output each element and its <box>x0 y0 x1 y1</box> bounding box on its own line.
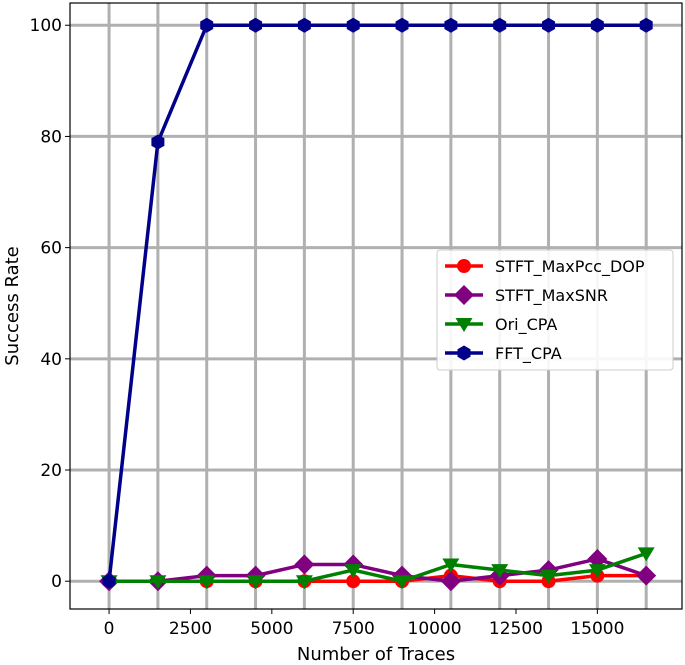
y-tick-label: 80 <box>40 127 62 147</box>
data-point <box>393 575 411 590</box>
x-tick-label: 0 <box>104 619 115 639</box>
data-point <box>588 564 606 579</box>
legend-marker <box>455 318 473 332</box>
data-point <box>395 17 409 33</box>
legend-box <box>436 249 674 371</box>
legend-marker <box>454 285 474 305</box>
data-point <box>294 554 315 575</box>
legend-marker <box>457 259 471 273</box>
y-tick-label: 20 <box>40 461 62 481</box>
y-tick-label: 60 <box>40 239 62 259</box>
legend-label: STFT_MaxSNR <box>495 286 608 306</box>
legend: STFT_MaxPcc_DOP STFT_MaxSNR Ori_CPA FFT_CPA <box>436 249 674 371</box>
y-axis-label: Success Rate <box>2 246 23 365</box>
data-point <box>198 575 216 590</box>
axis-ticks: 0 2500 5000 7500 10000 12500 15000 0 20 40 60 80 100 <box>30 16 625 639</box>
data-point <box>200 17 214 33</box>
data-point <box>542 17 556 33</box>
legend-item: STFT_MaxPcc_DOP <box>445 257 645 277</box>
y-tick-label: 100 <box>30 16 62 36</box>
data-point <box>590 17 604 33</box>
legend-item: STFT_MaxSNR <box>445 285 608 306</box>
data-point <box>639 17 653 33</box>
data-point <box>346 574 361 589</box>
legend-item: Ori_CPA <box>445 315 557 335</box>
x-tick-label: 10000 <box>408 619 462 639</box>
legend-label: Ori_CPA <box>495 315 557 335</box>
data-point <box>493 17 507 33</box>
x-tick-label: 7500 <box>332 619 375 639</box>
data-point <box>247 575 265 590</box>
data-point <box>587 548 608 569</box>
series-fft-cpa <box>102 17 653 589</box>
data-point <box>249 17 263 33</box>
x-tick-label: 2500 <box>169 619 212 639</box>
series-lines <box>99 17 657 592</box>
data-point <box>491 564 509 579</box>
legend-item: FFT_CPA <box>445 344 562 364</box>
legend-label: STFT_MaxPcc_DOP <box>495 257 645 277</box>
legend-label: FFT_CPA <box>495 344 562 364</box>
data-point <box>442 558 460 573</box>
data-point <box>637 547 655 562</box>
data-point <box>346 17 360 33</box>
data-point <box>444 17 458 33</box>
series-stft-maxsnr <box>99 548 657 592</box>
data-point <box>149 575 167 590</box>
x-tick-label: 15000 <box>570 619 624 639</box>
x-tick-label: 5000 <box>250 619 293 639</box>
data-point <box>295 575 313 590</box>
data-point <box>151 134 165 150</box>
data-point <box>102 573 116 589</box>
y-tick-label: 40 <box>40 350 62 370</box>
series-line <box>107 23 647 582</box>
data-point <box>540 569 558 584</box>
data-point <box>440 571 461 592</box>
legend-marker <box>457 345 471 361</box>
x-tick-label: 12500 <box>489 619 543 639</box>
data-point <box>636 565 657 586</box>
data-point <box>344 564 362 579</box>
x-axis-label: Number of Traces <box>297 644 455 665</box>
y-tick-label: 0 <box>51 572 62 592</box>
series-line <box>109 551 647 583</box>
data-point <box>297 17 311 33</box>
plot-frame <box>69 2 683 610</box>
